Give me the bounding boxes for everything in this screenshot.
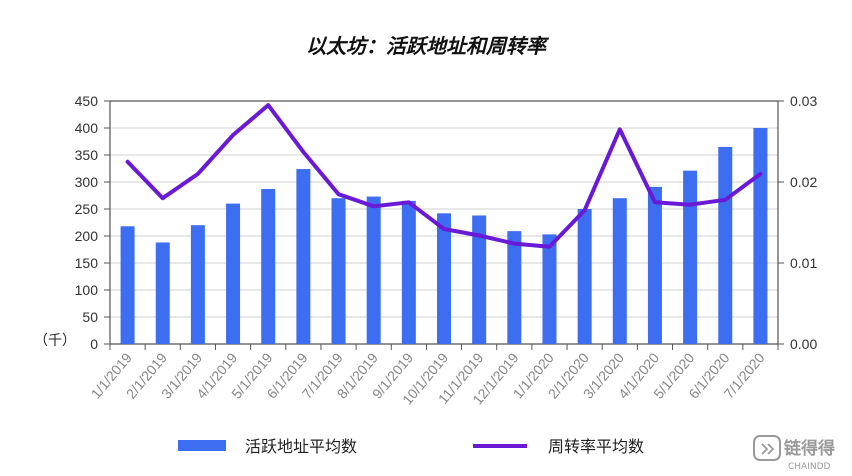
watermark: 链得得 CHAINDD: [753, 435, 835, 472]
bar: [472, 215, 487, 344]
watermark-brand: 链得得: [784, 438, 835, 459]
line-series: [125, 103, 763, 249]
left-tick-label: 150: [75, 255, 99, 271]
left-axis-unit: （千）: [34, 333, 76, 349]
chaindd-logo-icon: [753, 435, 781, 461]
left-axis-ticks: 0 50 100 150 200 250 300 350 400 450: [75, 93, 99, 352]
bar: [507, 231, 522, 344]
left-tick-label: 400: [75, 120, 99, 136]
legend: 活跃地址平均数 周转率平均数: [178, 437, 644, 456]
left-tick-label: 100: [75, 282, 99, 298]
bar: [261, 189, 276, 344]
bar: [331, 198, 346, 344]
bar: [718, 146, 733, 344]
bar: [190, 225, 205, 344]
left-tick-label: 0: [90, 336, 98, 352]
watermark-sub: CHAINDD: [788, 462, 831, 472]
right-tick-label: 0.02: [790, 174, 817, 190]
right-tick-label: 0.01: [790, 255, 817, 271]
bar: [683, 170, 698, 344]
left-tick-label: 300: [75, 174, 99, 190]
left-tick-label: 450: [75, 93, 99, 109]
legend-label-line: 周转率平均数: [548, 437, 644, 456]
x-axis-ticks: 1/1/20192/1/20193/1/20194/1/20195/1/2019…: [88, 349, 768, 407]
axes: [104, 100, 784, 350]
right-axis-ticks: 0.00 0.01 0.02 0.03: [790, 93, 817, 352]
bar: [401, 200, 416, 344]
bar: [366, 196, 381, 344]
bar: [753, 128, 768, 344]
right-tick-label: 0.00: [790, 336, 817, 352]
bar: [577, 209, 592, 344]
left-tick-label: 250: [75, 201, 99, 217]
legend-swatch-bars: [178, 440, 226, 451]
legend-label-bars: 活跃地址平均数: [245, 437, 357, 456]
bar: [226, 203, 241, 344]
left-tick-label: 200: [75, 228, 99, 244]
bar: [437, 213, 451, 344]
left-tick-label: 350: [75, 147, 99, 163]
right-tick-label: 0.03: [790, 93, 817, 109]
bar: [296, 169, 311, 344]
left-tick-label: 50: [82, 309, 98, 325]
bar: [542, 234, 557, 344]
chart-title: 以太坊：活跃地址和周转率: [306, 34, 550, 58]
bar: [612, 198, 627, 344]
bar: [155, 242, 170, 344]
bar-series: [120, 128, 768, 344]
bar: [647, 186, 662, 344]
bar: [120, 226, 135, 344]
